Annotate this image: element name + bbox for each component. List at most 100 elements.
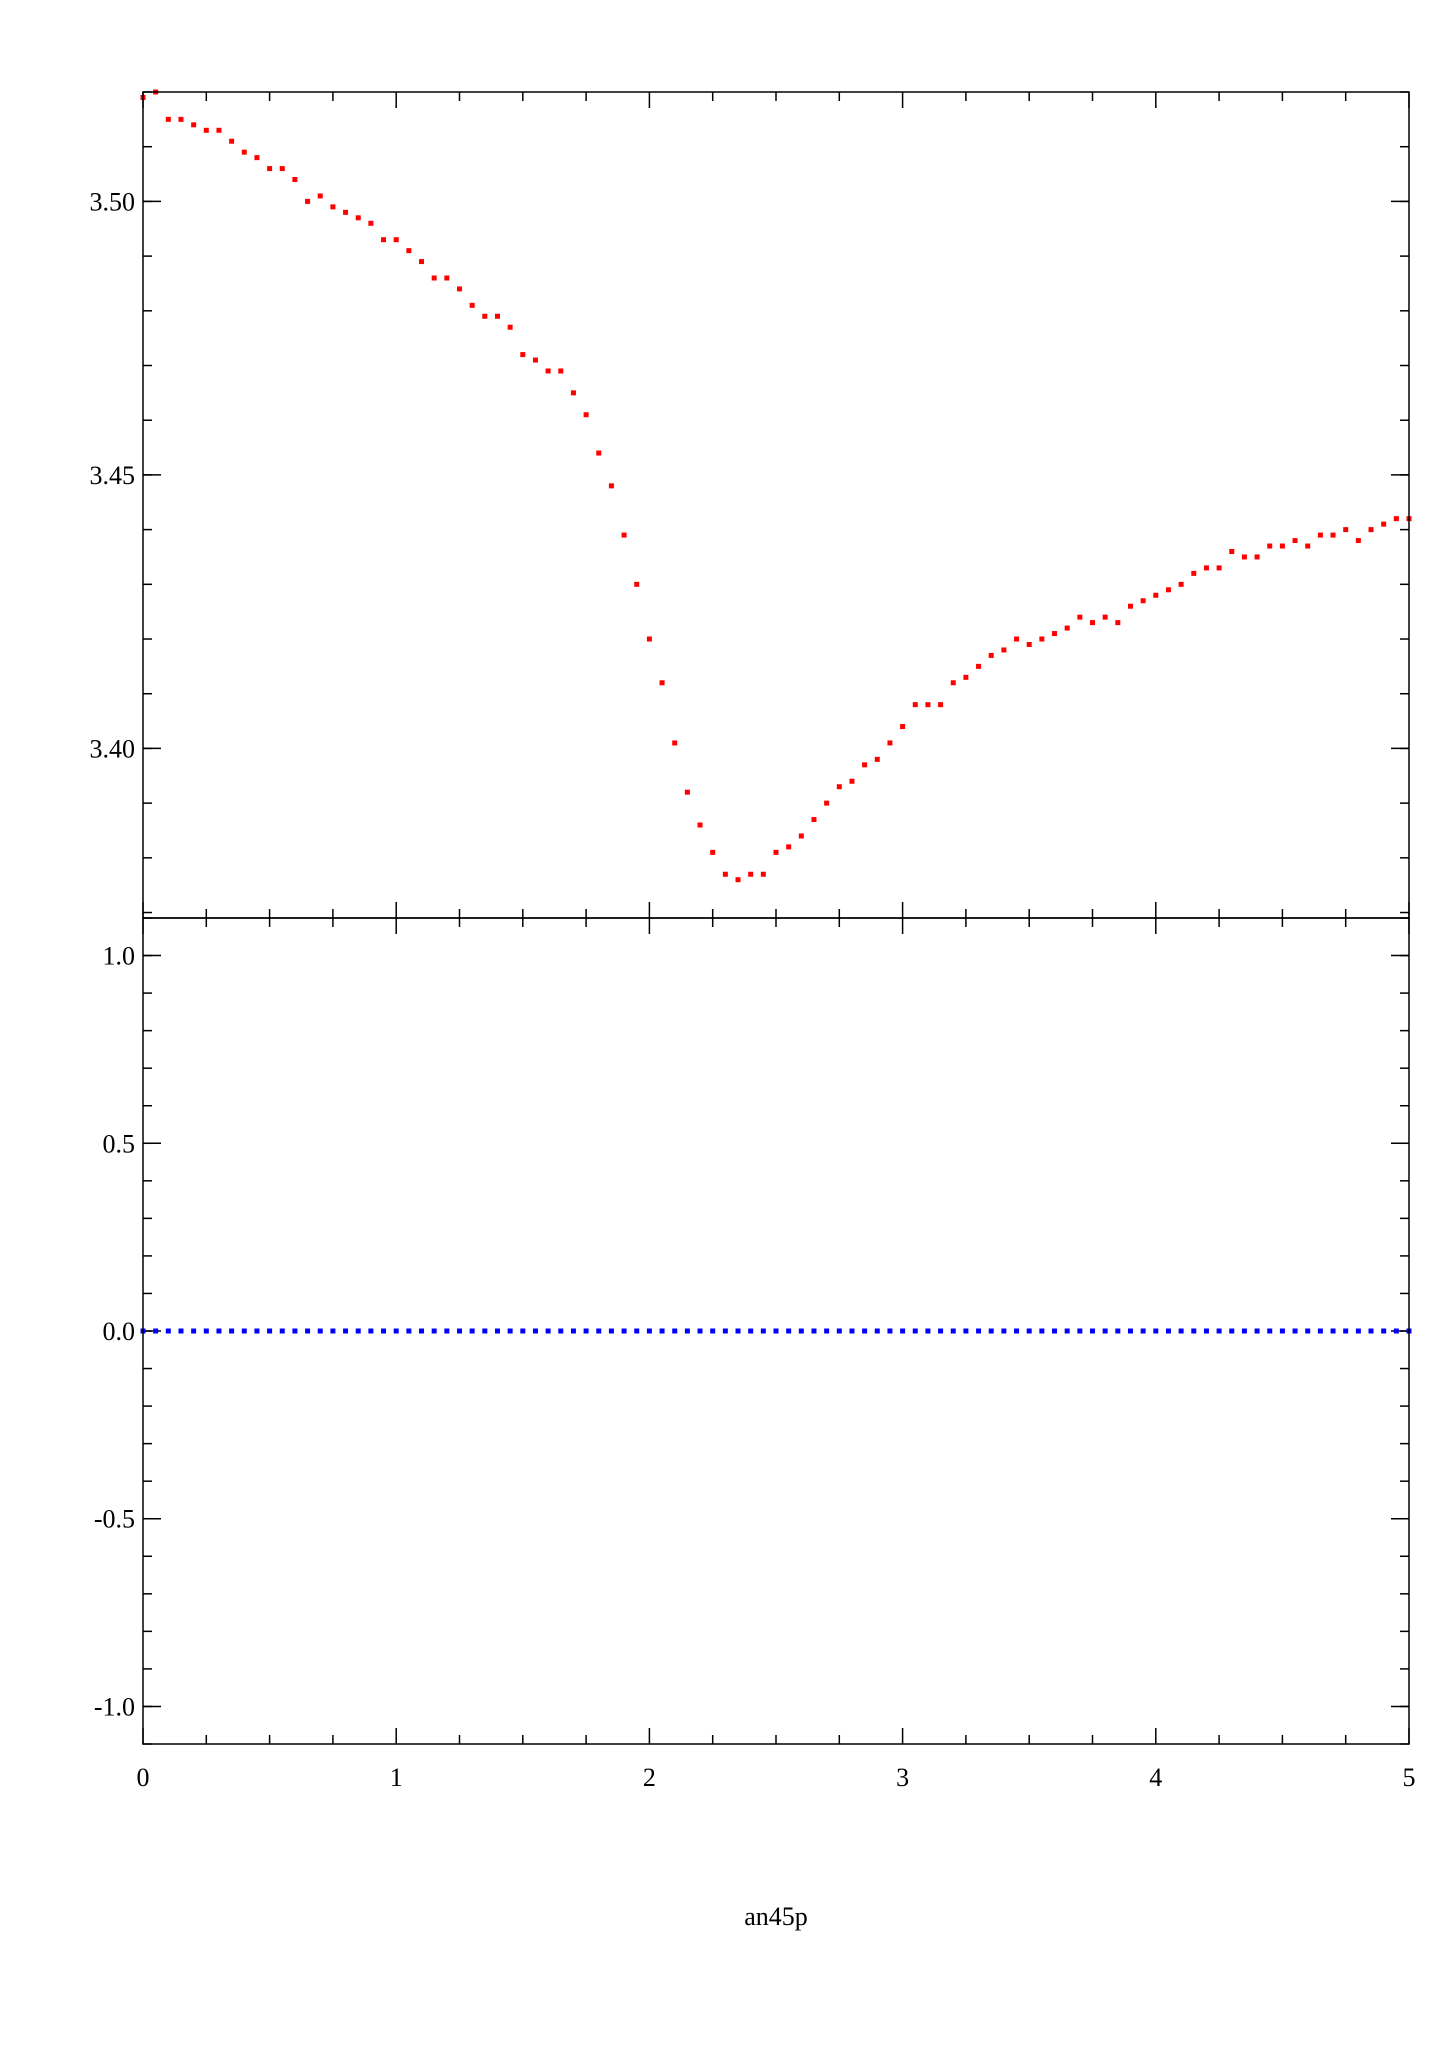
data-point <box>1153 1328 1159 1334</box>
data-point <box>381 1328 387 1334</box>
data-point <box>355 215 361 221</box>
top-ytick-label: 3.45 <box>90 461 136 490</box>
data-point <box>229 138 235 144</box>
data-point <box>419 259 425 265</box>
data-point <box>963 674 969 680</box>
bottom-ytick-label: 1.0 <box>103 942 136 971</box>
data-point <box>1014 636 1020 642</box>
data-point <box>229 1328 235 1334</box>
data-point <box>583 412 589 418</box>
data-point <box>1381 1328 1387 1334</box>
bottom-ytick-label: -0.5 <box>94 1505 135 1534</box>
data-point <box>1229 548 1235 554</box>
data-point <box>292 177 298 183</box>
bottom-ytick-label: -1.0 <box>94 1692 135 1721</box>
data-point <box>305 1328 311 1334</box>
bottom-data-points <box>140 1328 1412 1334</box>
data-point <box>950 680 956 686</box>
data-point <box>608 1328 614 1334</box>
data-point <box>1355 1328 1361 1334</box>
data-point <box>988 652 994 658</box>
data-point <box>824 1328 830 1334</box>
data-point <box>1279 1328 1285 1334</box>
data-point <box>900 724 906 730</box>
data-point <box>241 1328 247 1334</box>
data-point <box>368 1328 374 1334</box>
data-point <box>1368 1328 1374 1334</box>
data-point <box>355 1328 361 1334</box>
data-point <box>697 1328 703 1334</box>
data-point <box>811 1328 817 1334</box>
data-point <box>1254 1328 1260 1334</box>
data-point <box>1115 1328 1121 1334</box>
data-point <box>1381 521 1387 527</box>
data-point <box>836 784 842 790</box>
data-point <box>419 1328 425 1334</box>
data-point <box>963 1328 969 1334</box>
data-point <box>1127 603 1133 609</box>
data-point <box>1039 636 1045 642</box>
data-point <box>798 833 804 839</box>
data-point <box>1203 565 1209 571</box>
data-point <box>469 302 475 308</box>
data-point <box>507 324 513 330</box>
data-point <box>1090 1328 1095 1334</box>
data-point <box>406 248 412 254</box>
data-point <box>393 1328 399 1334</box>
data-point <box>874 756 880 762</box>
data-point <box>1165 1328 1171 1334</box>
data-point <box>241 149 247 155</box>
data-point <box>735 877 741 883</box>
data-point <box>330 204 336 210</box>
data-point <box>659 680 665 686</box>
data-point <box>684 789 690 795</box>
data-point <box>862 762 868 768</box>
data-point <box>976 1328 982 1334</box>
data-point <box>178 116 184 122</box>
data-point <box>1001 647 1007 653</box>
data-point <box>1305 1328 1311 1334</box>
data-point <box>1178 581 1184 587</box>
data-point <box>267 1328 273 1334</box>
data-point <box>659 1328 665 1334</box>
data-point <box>710 849 716 855</box>
data-point <box>1317 532 1323 538</box>
data-point <box>1153 592 1159 598</box>
data-point <box>570 390 576 396</box>
bottom-plot-frame <box>142 917 1410 1745</box>
data-point <box>532 357 538 363</box>
data-point <box>836 1328 842 1334</box>
bottom-panel: -1.0 -0.5 0.0 0.5 1.0 0 1 2 3 4 5 <box>94 917 1416 1792</box>
data-point <box>1393 516 1399 522</box>
data-point <box>393 237 399 243</box>
data-point <box>1216 565 1222 571</box>
data-point <box>343 1328 349 1334</box>
data-point <box>1052 1328 1058 1334</box>
data-point <box>1090 620 1095 626</box>
data-point <box>900 1328 906 1334</box>
data-point <box>203 1328 209 1334</box>
data-point <box>710 1328 716 1334</box>
data-point <box>1292 1328 1298 1334</box>
data-point <box>1254 554 1260 560</box>
data-point <box>431 275 437 281</box>
data-point <box>1241 554 1247 560</box>
data-point <box>583 1328 589 1334</box>
top-ytick-label: 3.40 <box>90 734 136 763</box>
data-point <box>1026 1328 1032 1334</box>
bottom-ytick-label: 0.5 <box>103 1129 136 1158</box>
data-point <box>1393 1328 1399 1334</box>
data-point <box>849 1328 855 1334</box>
data-point <box>431 1328 437 1334</box>
data-point <box>153 1328 159 1334</box>
data-point <box>1279 543 1285 549</box>
data-point <box>203 127 209 133</box>
data-point <box>444 1328 450 1334</box>
data-point <box>988 1328 994 1334</box>
data-point <box>760 1328 766 1334</box>
data-point <box>773 849 779 855</box>
data-point <box>672 1328 678 1334</box>
data-point <box>482 313 488 319</box>
data-point <box>482 1328 488 1334</box>
